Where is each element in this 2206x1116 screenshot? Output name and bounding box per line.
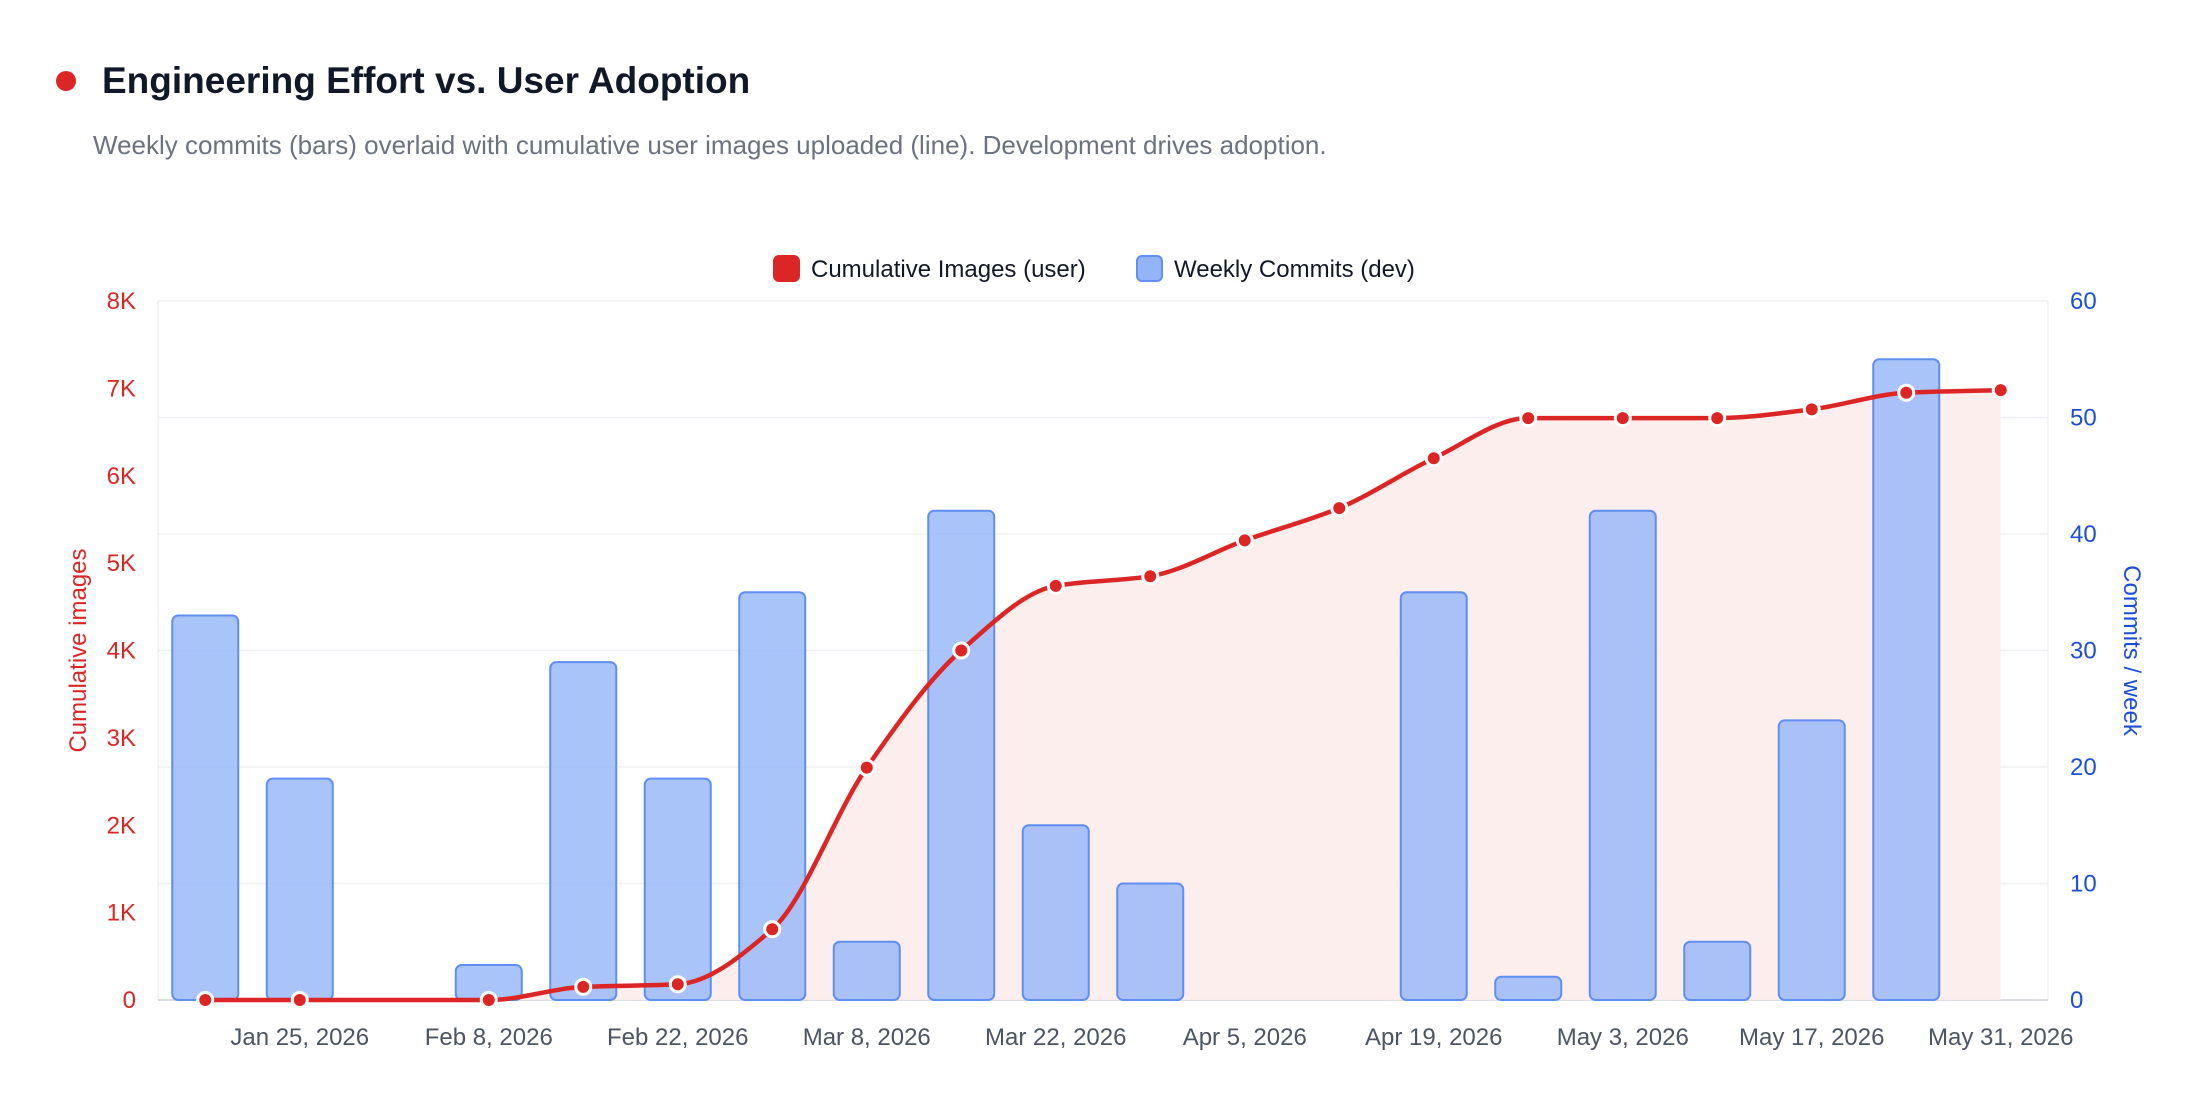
y-left-tick-label: 1K xyxy=(107,900,136,927)
cumulative-point[interactable] xyxy=(1330,499,1349,518)
y-left-tick-label: 8K xyxy=(107,288,136,315)
y-right-tick-label: 10 xyxy=(2070,871,2097,898)
commit-bar[interactable] xyxy=(1588,509,1657,1001)
x-tick-label: Feb 8, 2026 xyxy=(425,1024,553,1051)
commit-bar[interactable] xyxy=(927,509,996,1001)
legend-label: Weekly Commits (dev) xyxy=(1174,256,1415,283)
area-fill xyxy=(205,390,2001,1000)
cumulative-point[interactable] xyxy=(1424,449,1443,468)
x-tick-label: Apr 5, 2026 xyxy=(1183,1024,1307,1051)
cumulative-point[interactable] xyxy=(668,975,687,994)
title-row: Engineering Effort vs. User Adoption xyxy=(56,60,750,102)
y-left-tick-label: 4K xyxy=(107,638,136,665)
x-tick-label: May 3, 2026 xyxy=(1557,1024,1689,1051)
cumulative-area xyxy=(205,390,2001,1000)
y-right-tick-label: 20 xyxy=(2070,754,2097,781)
y-left-tick-label: 3K xyxy=(107,725,136,752)
cumulative-point[interactable] xyxy=(290,991,309,1009)
cumulative-points xyxy=(196,381,2010,1009)
cumulative-point[interactable] xyxy=(1991,381,2010,400)
y-right-axis-title: Commits / week xyxy=(2118,565,2145,737)
chart-title: Engineering Effort vs. User Adoption xyxy=(102,60,751,101)
x-tick-label: Jan 25, 2026 xyxy=(230,1024,369,1051)
x-tick-label: Feb 22, 2026 xyxy=(607,1024,748,1051)
y-right-tick-label: 30 xyxy=(2070,638,2097,665)
y-left-tick-label: 5K xyxy=(107,550,136,577)
cumulative-point[interactable] xyxy=(763,920,782,939)
y-right-tick-label: 40 xyxy=(2070,521,2097,548)
cumulative-point[interactable] xyxy=(1235,531,1254,550)
cumulative-point[interactable] xyxy=(1708,409,1727,428)
cumulative-point[interactable] xyxy=(1613,409,1632,428)
chart-subtitle: Weekly commits (bars) overlaid with cumu… xyxy=(93,130,1327,160)
status-dot xyxy=(56,71,76,91)
commit-bar[interactable] xyxy=(1116,882,1185,1001)
y-left-tick-label: 6K xyxy=(107,463,136,490)
x-tick-label: Mar 22, 2026 xyxy=(985,1024,1126,1051)
y-right-tick-label: 0 xyxy=(2070,987,2083,1014)
cumulative-point[interactable] xyxy=(1141,567,1160,586)
commit-bar[interactable] xyxy=(1021,824,1090,1001)
cumulative-point[interactable] xyxy=(479,991,498,1009)
y-right-tick-label: 50 xyxy=(2070,405,2097,432)
commit-bar[interactable] xyxy=(832,940,901,1001)
x-tick-label: Apr 19, 2026 xyxy=(1365,1024,1502,1051)
x-tick-label: May 31, 2026 xyxy=(1928,1024,2073,1051)
commit-bar[interactable] xyxy=(643,777,712,1002)
cumulative-point[interactable] xyxy=(857,758,876,777)
commit-bar[interactable] xyxy=(1399,591,1468,1001)
x-tick-label: Mar 8, 2026 xyxy=(803,1024,931,1051)
y-left-axis-title: Cumulative images xyxy=(65,548,92,752)
legend-item[interactable]: Cumulative Images (user) xyxy=(773,255,1086,283)
commit-bar[interactable] xyxy=(265,777,334,1002)
cumulative-point[interactable] xyxy=(1802,400,1821,419)
commit-bar[interactable] xyxy=(171,614,240,1001)
cumulative-point[interactable] xyxy=(1897,383,1916,402)
axes: 0 1K 2K 3K 4K 5K 6K 7K 8K 0 10 20 30 40 50 60 Jan 25, 20… xyxy=(65,288,2145,1051)
commit-bars xyxy=(171,358,1941,1002)
commit-bar[interactable] xyxy=(1683,940,1752,1001)
legend: Cumulative Images (user) Weekly Commits (… xyxy=(773,255,1415,283)
legend-swatch xyxy=(773,255,800,282)
y-left-tick-label: 7K xyxy=(107,375,136,402)
y-right-tick-label: 60 xyxy=(2070,288,2097,315)
legend-label: Cumulative Images (user) xyxy=(811,256,1086,283)
legend-swatch xyxy=(1136,255,1163,282)
cumulative-point[interactable] xyxy=(1519,409,1538,428)
commit-bar[interactable] xyxy=(1494,975,1563,1002)
commit-bar[interactable] xyxy=(1777,719,1846,1002)
cumulative-point[interactable] xyxy=(952,641,971,660)
cumulative-point[interactable] xyxy=(196,991,215,1009)
cumulative-point[interactable] xyxy=(1046,576,1065,595)
commit-bar[interactable] xyxy=(1872,358,1941,1001)
y-left-tick-label: 0 xyxy=(123,987,136,1014)
x-tick-label: May 17, 2026 xyxy=(1739,1024,1884,1051)
commit-bar[interactable] xyxy=(738,591,807,1001)
commit-bar[interactable] xyxy=(549,661,618,1002)
y-left-tick-label: 2K xyxy=(107,812,136,839)
cumulative-point[interactable] xyxy=(574,977,593,996)
legend-item[interactable]: Weekly Commits (dev) xyxy=(1136,255,1415,283)
